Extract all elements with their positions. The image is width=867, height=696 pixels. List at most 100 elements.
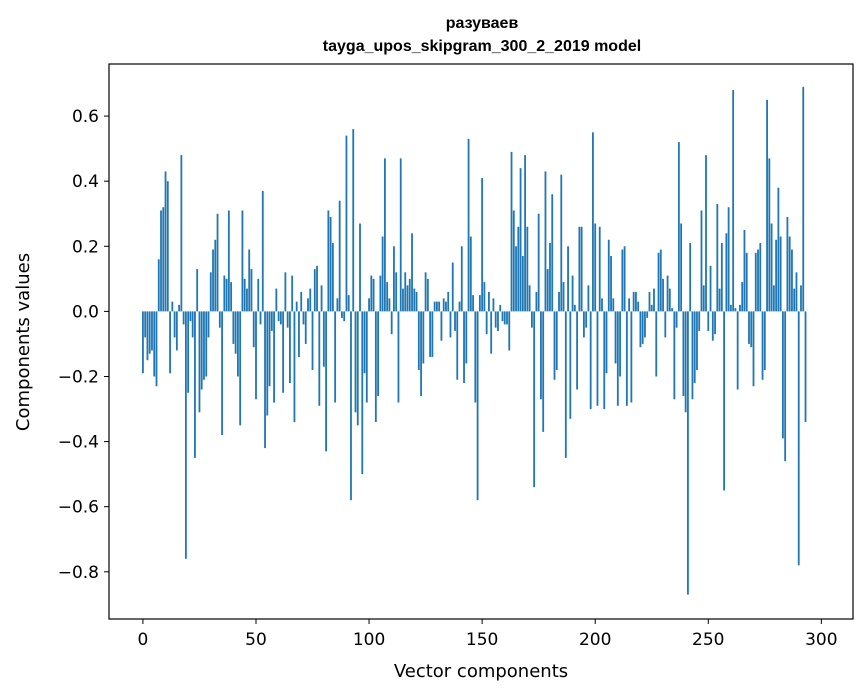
- bar-40: [232, 311, 235, 344]
- bar-224: [648, 291, 651, 312]
- bar-51: [257, 278, 260, 312]
- bar-156: [494, 311, 497, 328]
- bar-290: [797, 311, 800, 566]
- bar-59: [275, 288, 278, 312]
- bar-202: [598, 226, 601, 312]
- bar-29: [207, 311, 210, 338]
- bar-204: [603, 311, 606, 410]
- bar-11: [166, 181, 169, 312]
- x-tick-label: 0: [138, 630, 149, 650]
- bar-7: [157, 259, 160, 312]
- bar-209: [614, 311, 617, 364]
- bar-50: [255, 311, 257, 400]
- bar-52: [259, 311, 262, 325]
- bar-54: [264, 311, 266, 449]
- bar-119: [411, 233, 413, 312]
- bar-98: [363, 311, 366, 374]
- bar-210: [616, 311, 619, 406]
- bar-128: [431, 311, 434, 357]
- bar-150: [481, 177, 484, 312]
- bar-245: [696, 311, 698, 370]
- bar-225: [650, 304, 653, 312]
- chart-title-line1: разуваев: [446, 15, 519, 32]
- x-tick-label: 250: [692, 630, 724, 650]
- bar-127: [429, 311, 432, 357]
- bar-142: [463, 311, 465, 383]
- bar-45: [243, 278, 246, 312]
- bar-185: [560, 174, 563, 312]
- bar-223: [646, 311, 649, 318]
- y-tick-label: 0.4: [72, 172, 99, 192]
- bar-30: [209, 272, 212, 312]
- bar-152: [485, 311, 488, 335]
- bar-234: [671, 308, 673, 312]
- bar-139: [456, 311, 459, 380]
- bar-193: [578, 226, 581, 312]
- bar-88: [341, 311, 343, 318]
- bar-263: [736, 311, 739, 390]
- y-tick-label: 0.6: [72, 107, 99, 127]
- bar-22: [191, 311, 194, 338]
- bar-146: [472, 295, 474, 312]
- bar-293: [804, 311, 807, 423]
- bar-37: [225, 278, 228, 312]
- bar-186: [562, 282, 565, 312]
- bar-148: [476, 311, 479, 501]
- bar-175: [537, 213, 540, 312]
- bar-135: [447, 291, 450, 312]
- bar-33: [216, 213, 219, 312]
- y-tick-label: −0.2: [58, 367, 99, 387]
- bar-217: [632, 291, 635, 312]
- bar-147: [474, 311, 477, 403]
- bar-268: [748, 311, 750, 344]
- chart-title-line2: tayga_upos_skipgram_300_2_2019 model: [323, 38, 641, 55]
- bar-164: [512, 210, 515, 312]
- bar-212: [621, 249, 624, 312]
- bar-176: [540, 311, 542, 400]
- bar-231: [664, 311, 667, 338]
- bar-172: [530, 311, 533, 328]
- bar-271: [754, 252, 757, 312]
- bar-222: [644, 311, 646, 338]
- y-axis-ticks: −0.8 −0.6 −0.4 −0.2 0.0 0.2 0.4 0.6: [58, 107, 109, 583]
- bar-261: [732, 90, 735, 312]
- bar-153: [488, 291, 490, 312]
- bar-126: [426, 278, 429, 312]
- bar-242: [689, 243, 692, 312]
- bar-174: [535, 291, 538, 312]
- bar-107: [383, 158, 386, 312]
- bar-2: [146, 311, 149, 361]
- bar-277: [768, 158, 771, 312]
- y-tick-label: −0.8: [58, 563, 99, 583]
- bar-84: [331, 243, 334, 312]
- bar-155: [492, 298, 495, 312]
- bar-6: [155, 311, 158, 387]
- bar-3: [148, 311, 151, 354]
- bar-0: [142, 311, 144, 374]
- bar-228: [657, 252, 660, 312]
- bar-74: [309, 288, 312, 312]
- bar-198: [589, 311, 592, 410]
- bar-178: [544, 171, 547, 312]
- bar-233: [668, 288, 671, 312]
- bar-270: [752, 311, 755, 387]
- bar-42: [237, 311, 239, 377]
- bar-259: [727, 207, 730, 312]
- bar-264: [739, 304, 741, 312]
- bar-144: [467, 138, 470, 312]
- bar-145: [469, 236, 472, 312]
- bar-82: [327, 210, 330, 312]
- bar-291: [800, 285, 802, 312]
- bar-165: [515, 246, 517, 312]
- bar-56: [268, 311, 271, 387]
- bar-286: [788, 236, 791, 312]
- bar-214: [625, 311, 628, 406]
- bar-48: [250, 269, 253, 312]
- bar-66: [291, 275, 294, 312]
- bar-244: [693, 311, 696, 383]
- bar-163: [510, 151, 513, 312]
- bar-235: [673, 311, 676, 400]
- bar-103: [374, 311, 377, 423]
- bar-1: [144, 311, 147, 338]
- bar-109: [388, 298, 391, 312]
